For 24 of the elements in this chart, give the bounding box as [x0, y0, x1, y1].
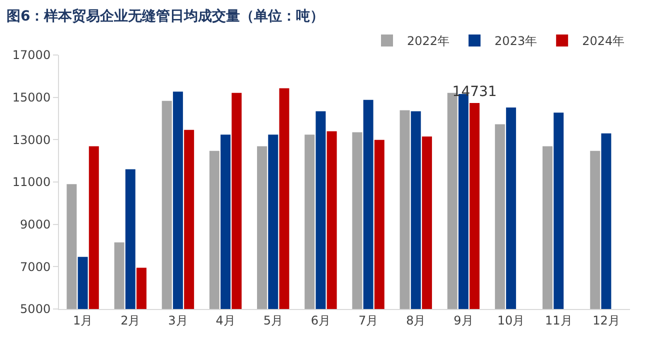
- y-tick-label: 15000: [12, 90, 51, 105]
- y-tick-label: 13000: [12, 132, 51, 147]
- x-tick-label: 2月: [120, 313, 140, 328]
- x-tick-label: 3月: [168, 313, 188, 328]
- x-tick-label: 5月: [263, 313, 283, 328]
- y-tick-label: 17000: [12, 48, 51, 62]
- legend-label: 2024年: [582, 34, 625, 48]
- x-tick-label: 4月: [216, 313, 236, 328]
- chart-title: 图6：样本贸易企业无缝管日均成交量（单位：吨）: [6, 7, 324, 24]
- y-tick-label: 9000: [20, 218, 51, 232]
- legend-label: 2023年: [494, 34, 538, 48]
- x-tick-label: 6月: [310, 313, 331, 328]
- x-tick-label: 9月: [454, 313, 474, 328]
- y-tick-label: 11000: [12, 175, 51, 190]
- x-tick-label: 7月: [358, 313, 378, 328]
- x-tick-label: 10月: [497, 313, 525, 328]
- y-tick-label: 7000: [20, 260, 51, 274]
- data-label: 14731: [452, 84, 497, 100]
- x-tick-label: 1月: [72, 313, 93, 328]
- x-tick-label: 12月: [592, 313, 620, 328]
- legend-label: 2022年: [407, 34, 450, 48]
- x-tick-label: 11月: [544, 313, 572, 328]
- x-tick-label: 8月: [406, 313, 426, 328]
- y-tick-label: 5000: [20, 302, 51, 316]
